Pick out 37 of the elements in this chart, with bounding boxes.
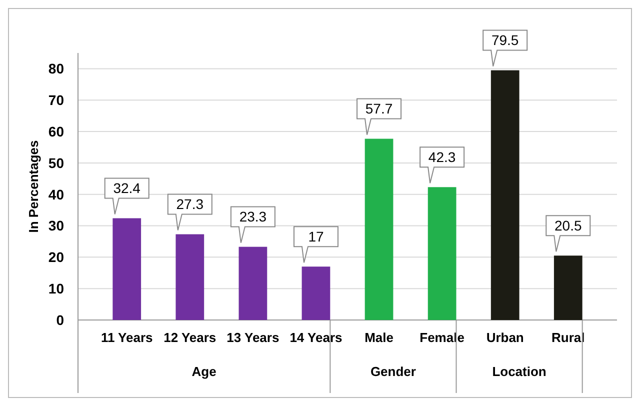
y-tick-label: 70 <box>48 92 64 108</box>
text: Age <box>192 364 216 379</box>
x-tick-label: 14 Years <box>290 330 342 345</box>
text: Gender <box>370 364 416 379</box>
data-label: 23.3 <box>239 208 267 225</box>
bar <box>364 138 394 320</box>
data-label: 57.7 <box>365 100 393 117</box>
y-tick-label: 30 <box>48 218 64 234</box>
x-tick-label: 11 Years <box>100 330 153 345</box>
bar <box>428 187 456 320</box>
y-tick-label: 40 <box>48 186 64 202</box>
x-tick-label: Female <box>420 330 464 345</box>
y-tick-label: 20 <box>48 249 64 266</box>
bar <box>112 218 142 320</box>
y-tick-label: 50 <box>48 154 64 171</box>
text: Location <box>492 364 546 379</box>
bar <box>238 246 268 320</box>
x-tick-label: 12 Years <box>164 330 216 345</box>
y-tick-label: 0 <box>56 312 64 328</box>
y-tick-label: 10 <box>48 280 64 296</box>
data-label: 27.3 <box>176 196 204 212</box>
x-tick-label: Urban <box>486 330 524 345</box>
x-tick-label: Male <box>364 330 394 345</box>
x-tick-label: Rural <box>552 330 585 345</box>
data-label: 42.3 <box>428 149 456 166</box>
data-label: 32.4 <box>113 180 141 196</box>
data-label: 17 <box>308 228 324 244</box>
bar <box>176 234 204 320</box>
bar <box>302 266 330 320</box>
y-tick-label: 60 <box>48 123 64 140</box>
bar <box>554 256 582 320</box>
x-tick-label: 13 Years <box>226 330 280 345</box>
data-label: 20.5 <box>554 218 582 234</box>
y-axis-title: In Percentages <box>26 140 41 233</box>
y-tick-label: 80 <box>48 60 64 77</box>
data-label: 79.5 <box>491 32 519 48</box>
bar <box>490 70 520 320</box>
